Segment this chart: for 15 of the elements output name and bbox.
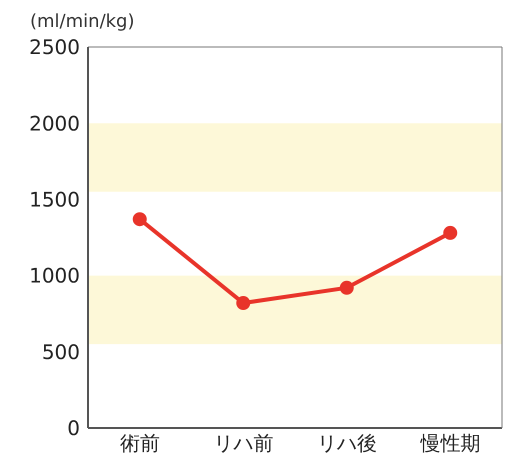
y-tick-label: 2000: [29, 111, 80, 136]
point: [132, 212, 147, 226]
y-tick-label: 1500: [29, 188, 80, 212]
y-tick-label: 500: [42, 340, 80, 364]
point: [236, 296, 250, 310]
x-tick-label: 術前: [120, 431, 160, 456]
y-axis-title: (ml/min/kg): [30, 10, 136, 34]
point: [340, 280, 354, 295]
point: [443, 226, 458, 240]
x-tick-label: リハ前: [213, 431, 274, 456]
y-tick-label: 0: [67, 416, 80, 440]
y-tick-label: 2500: [29, 35, 80, 60]
y-tick-label: 1000: [29, 264, 80, 288]
x-tick-label: リハ後: [316, 431, 377, 456]
x-tick-label: 慢性期: [419, 431, 480, 456]
